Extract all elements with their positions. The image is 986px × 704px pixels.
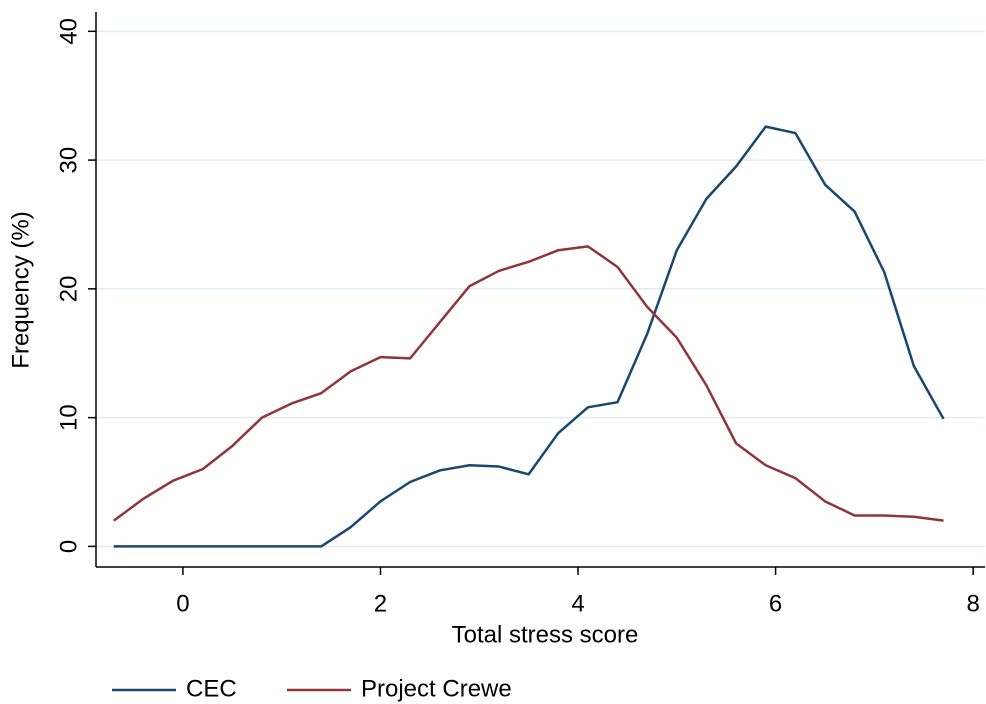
y-tick-label: 0 [55,540,82,553]
y-tick-label: 30 [55,147,82,174]
y-tick-label: 40 [55,18,82,45]
x-tick-label: 2 [374,590,387,617]
line [113,245,944,522]
x-tick-label: 0 [176,590,189,617]
y-tick-label: 20 [55,276,82,303]
y-axis-title: Frequency (%) [7,211,34,368]
x-tick-label: 4 [571,590,584,617]
legend-label: Project Crewe [361,675,512,702]
line [113,125,945,548]
x-tick-label: 8 [966,590,979,617]
legend-label: CEC [186,675,237,702]
x-axis-title: Total stress score [452,621,639,648]
x-tick-label: 6 [769,590,782,617]
y-tick-label: 10 [55,404,82,431]
